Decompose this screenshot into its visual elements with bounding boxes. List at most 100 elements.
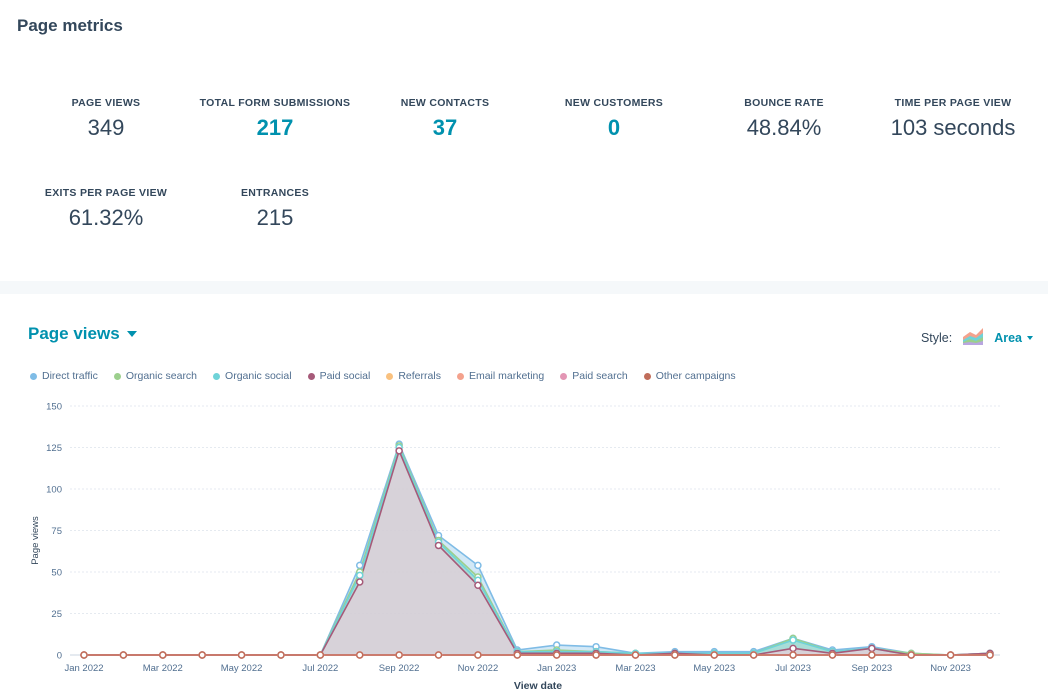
legend-label: Referrals [398,370,441,382]
data-point [355,651,364,659]
y-axis-title: Page views [30,516,41,565]
data-point [868,644,876,653]
metric-label: NEW CUSTOMERS [564,97,664,109]
data-point [592,651,600,659]
x-tick-label: Mar 2023 [615,663,655,674]
legend-label: Paid search [572,370,628,382]
series-line [84,448,991,656]
metric-label: PAGE VIEWS [71,97,141,109]
x-tick-label: May 2022 [221,663,263,674]
metric-label: NEW CONTACTS [400,97,490,109]
metric-exits-per-page-view: EXITS PER PAGE VIEW 61.32% [21,187,191,231]
data-point [316,651,325,659]
series-area [84,450,990,655]
metric-label: TIME PER PAGE VIEW [894,97,1012,109]
legend-item[interactable]: Other campaigns [643,370,736,382]
data-point [868,651,876,659]
data-point [198,651,206,659]
legend-label: Email marketing [468,370,545,382]
x-tick-label: Jul 2022 [302,663,338,674]
y-tick-label: 0 [57,651,62,662]
x-axis-title: View date [514,680,562,692]
data-point [237,651,246,659]
series-area [84,444,990,655]
legend-swatch [113,372,121,380]
data-point [434,541,443,550]
legend-item[interactable]: Organic social [213,370,292,382]
legend-item[interactable]: Paid search [560,370,628,382]
data-point [789,636,797,644]
metric-label: ENTRANCES [240,187,310,199]
metric-value: 103 seconds [890,115,1016,140]
data-point [907,651,915,659]
chart-legend: Direct traffic Organic search Organic soci… [30,370,736,382]
metric-value: 349 [87,115,125,140]
x-tick-label: Mar 2022 [143,663,183,674]
metric-value: 61.32% [68,205,144,230]
legend-item[interactable]: Email marketing [456,370,545,382]
metric-new-customers[interactable]: NEW CUSTOMERS 0 [529,97,699,141]
legend-swatch [307,372,315,380]
chevron-down-icon [1027,335,1033,340]
data-point [986,651,994,659]
chart-metric-dropdown[interactable]: Page views [28,324,137,344]
legend-label: Direct traffic [42,370,98,382]
metric-time-per-page-view: TIME PER PAGE VIEW 103 seconds [868,97,1038,141]
metric-value-link[interactable]: 37 [432,115,458,140]
x-tick-label: Jan 2023 [537,663,576,674]
data-point [395,651,403,659]
legend-item[interactable]: Paid social [307,370,371,382]
data-point [277,651,285,659]
series-line [84,445,991,656]
data-point [159,651,167,659]
legend-swatch [643,372,651,380]
series-line [84,443,991,656]
page-title: Page metrics [17,16,123,35]
data-point [80,651,88,659]
legend-swatch [213,372,221,380]
chart-style-dropdown[interactable]: Area [994,331,1033,345]
legend-item[interactable]: Direct traffic [30,370,98,382]
page-views-area-chart: 0 25 50 75 100 125 150 Jan 2022 Mar 2022 May 2022… [30,402,1000,692]
data-point [355,561,364,570]
metric-value-link[interactable]: 217 [256,115,294,140]
metric-total-form-submissions[interactable]: TOTAL FORM SUBMISSIONS 217 [190,97,360,141]
metric-new-contacts[interactable]: NEW CONTACTS 37 [360,97,530,141]
metric-label: TOTAL FORM SUBMISSIONS [199,97,351,109]
legend-swatch [560,372,568,380]
data-point [355,578,364,586]
data-point [749,651,758,659]
legend-item[interactable]: Organic search [113,370,197,382]
legend-label: Other campaigns [655,370,736,382]
data-point [474,581,482,590]
area-chart-icon[interactable] [962,326,984,349]
data-point [355,571,364,580]
x-tick-label: Nov 2022 [458,663,499,674]
metric-value: 48.84% [746,115,822,140]
x-tick-label: Jul 2023 [775,663,811,674]
legend-swatch [30,372,37,380]
legend-label: Organic social [225,370,292,382]
x-tick-label: Sep 2023 [851,663,892,674]
chart-title-label: Page views [28,324,120,343]
data-point [828,651,837,659]
data-point [789,651,797,659]
data-point [552,651,561,659]
style-label: Style: [920,330,953,345]
chart-style-control: Style: Area [921,326,1033,349]
x-tick-label: Jan 2022 [64,663,103,674]
y-tick-label: 150 [46,402,62,413]
series-area [84,447,990,655]
x-tick-label: Sep 2022 [379,663,420,674]
metric-bounce-rate: BOUNCE RATE 48.84% [699,97,869,141]
metric-value-link[interactable]: 0 [607,115,621,140]
metric-entrances: ENTRANCES 215 [190,187,360,231]
data-point [671,651,679,659]
page-metrics-card: Page metrics PAGE VIEWS 349 TOTAL FORM S… [0,0,1048,281]
legend-label: Paid social [319,370,371,382]
data-point [513,651,522,659]
metric-value: 215 [256,205,294,230]
legend-swatch [456,372,464,380]
data-point [946,651,955,659]
legend-item[interactable]: Referrals [386,370,441,382]
